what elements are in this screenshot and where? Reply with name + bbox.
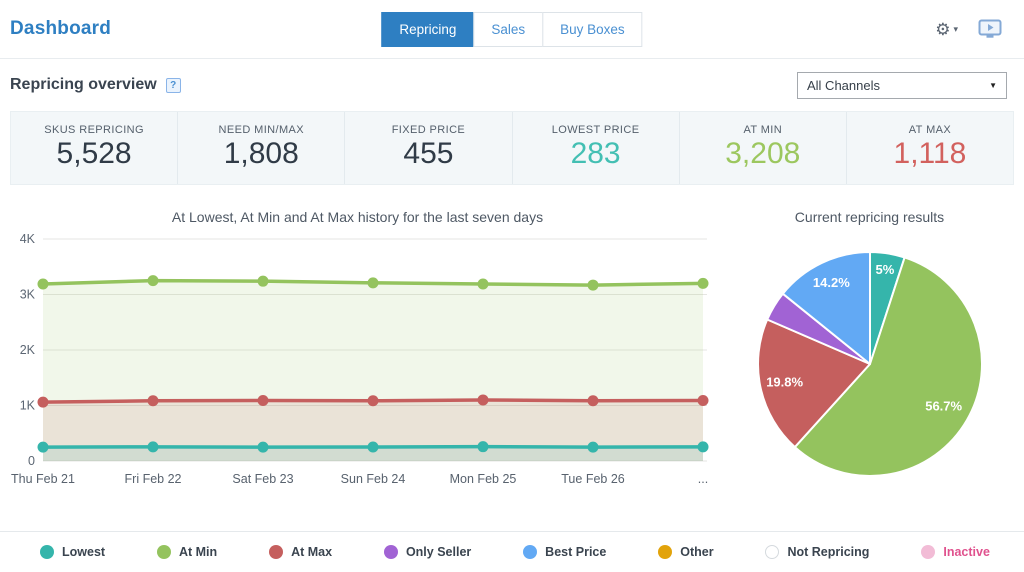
- stat-label: AT MAX: [847, 124, 1013, 136]
- legend-label: At Min: [179, 545, 217, 559]
- help-icon[interactable]: ?: [166, 78, 181, 93]
- legend-item-at-max[interactable]: At Max: [269, 545, 332, 559]
- header-icons: ⚙ ▾: [935, 19, 1002, 39]
- legend-dot: [765, 545, 779, 559]
- svg-text:3K: 3K: [20, 288, 36, 302]
- stat-value: 455: [345, 137, 511, 171]
- channel-select-value: All Channels: [807, 78, 880, 93]
- legend-dot: [384, 545, 398, 559]
- legend-label: Lowest: [62, 545, 105, 559]
- charts-section: At Lowest, At Min and At Max history for…: [0, 199, 1024, 496]
- settings-menu-button[interactable]: ⚙ ▾: [935, 21, 958, 38]
- video-tutorial-icon[interactable]: [978, 19, 1002, 39]
- svg-text:56.7%: 56.7%: [925, 399, 962, 414]
- legend-label: Other: [680, 545, 713, 559]
- svg-text:Thu Feb 21: Thu Feb 21: [11, 472, 75, 486]
- tab-buy-boxes[interactable]: Buy Boxes: [542, 12, 643, 47]
- gear-icon: ⚙: [935, 21, 950, 38]
- stats-row: SKUS REPRICING 5,528 NEED MIN/MAX 1,808 …: [10, 111, 1014, 185]
- stat-at-min: AT MIN 3,208: [679, 112, 846, 184]
- line-chart: 0 1K 2K 3K 4K Thu Feb 21 Fri Feb 22 Sat Feb 23 S…: [0, 229, 715, 496]
- legend-dot: [658, 545, 672, 559]
- stat-label: SKUS REPRICING: [11, 124, 177, 136]
- legend-item-other[interactable]: Other: [658, 545, 713, 559]
- overview-title: Repricing overview: [10, 76, 157, 94]
- legend-label: Inactive: [943, 545, 990, 559]
- line-chart-panel: At Lowest, At Min and At Max history for…: [0, 199, 715, 496]
- stat-label: AT MIN: [680, 124, 846, 136]
- select-caret-icon: ▼: [989, 81, 997, 90]
- stat-value: 3,208: [680, 137, 846, 171]
- legend-dot: [40, 545, 54, 559]
- pie-chart: 5% 56.7% 19.8% 14.2%: [730, 241, 1010, 492]
- legend-dot: [157, 545, 171, 559]
- legend-item-at-min[interactable]: At Min: [157, 545, 217, 559]
- legend-label: Best Price: [545, 545, 606, 559]
- legend-dot: [921, 545, 935, 559]
- stat-value: 283: [513, 137, 679, 171]
- svg-text:2K: 2K: [20, 343, 36, 357]
- legend-label: Only Seller: [406, 545, 471, 559]
- header: Dashboard Repricing Sales Buy Boxes ⚙ ▾: [0, 0, 1024, 59]
- stat-lowest-price: LOWEST PRICE 283: [512, 112, 679, 184]
- svg-text:Fri Feb 22: Fri Feb 22: [125, 472, 182, 486]
- pie-chart-panel: Current repricing results 5% 56.7% 19.8% 14…: [715, 199, 1024, 496]
- stat-skus-repricing: SKUS REPRICING 5,528: [11, 112, 177, 184]
- svg-text:5%: 5%: [875, 262, 894, 277]
- svg-text:...: ...: [698, 472, 708, 486]
- svg-text:0: 0: [28, 454, 35, 468]
- tab-repricing[interactable]: Repricing: [381, 12, 474, 47]
- chevron-down-icon: ▾: [953, 24, 958, 35]
- tab-group: Repricing Sales Buy Boxes: [381, 12, 642, 47]
- legend-item-not-repricing[interactable]: Not Repricing: [765, 545, 869, 559]
- stat-value: 5,528: [11, 137, 177, 171]
- stat-label: NEED MIN/MAX: [178, 124, 344, 136]
- line-chart-title: At Lowest, At Min and At Max history for…: [0, 209, 715, 225]
- legend-item-inactive[interactable]: Inactive: [921, 545, 990, 559]
- svg-text:Mon Feb 25: Mon Feb 25: [450, 472, 517, 486]
- channel-select[interactable]: All Channels ▼: [797, 72, 1007, 99]
- svg-text:19.8%: 19.8%: [766, 375, 803, 390]
- svg-text:Tue Feb 26: Tue Feb 26: [561, 472, 625, 486]
- legend-dot: [269, 545, 283, 559]
- stat-value: 1,118: [847, 137, 1013, 171]
- legend-item-lowest[interactable]: Lowest: [40, 545, 105, 559]
- legend-label: At Max: [291, 545, 332, 559]
- stat-at-max: AT MAX 1,118: [846, 112, 1013, 184]
- pie-chart-title: Current repricing results: [795, 209, 944, 225]
- chart-legend: Lowest At Min At Max Only Seller Best Pr…: [0, 531, 1024, 572]
- legend-item-only-seller[interactable]: Only Seller: [384, 545, 471, 559]
- svg-text:1K: 1K: [20, 399, 36, 413]
- stat-need-min-max: NEED MIN/MAX 1,808: [177, 112, 344, 184]
- tab-sales[interactable]: Sales: [473, 12, 543, 47]
- legend-item-best-price[interactable]: Best Price: [523, 545, 606, 559]
- legend-label: Not Repricing: [787, 545, 869, 559]
- stat-value: 1,808: [178, 137, 344, 171]
- svg-text:Sun Feb 24: Sun Feb 24: [341, 472, 406, 486]
- overview-row: Repricing overview ? All Channels ▼: [0, 59, 1024, 111]
- stat-fixed-price: FIXED PRICE 455: [344, 112, 511, 184]
- svg-text:14.2%: 14.2%: [812, 275, 849, 290]
- svg-text:Sat Feb 23: Sat Feb 23: [232, 472, 293, 486]
- page-title: Dashboard: [10, 18, 111, 40]
- stat-label: LOWEST PRICE: [513, 124, 679, 136]
- stat-label: FIXED PRICE: [345, 124, 511, 136]
- legend-dot: [523, 545, 537, 559]
- svg-text:4K: 4K: [20, 232, 36, 246]
